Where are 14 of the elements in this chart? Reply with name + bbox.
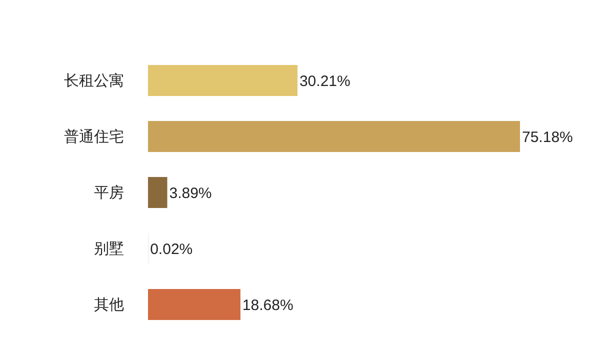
y-tick-label: 平房 [94, 183, 124, 202]
bar [148, 177, 168, 208]
data-label: 0.02% [150, 240, 193, 258]
y-tick-label: 长租公寓 [64, 71, 124, 90]
data-label: 18.68% [242, 296, 294, 314]
data-label: 75.18% [522, 128, 573, 146]
bar [148, 65, 298, 96]
y-tick-label: 普通住宅 [64, 127, 124, 146]
data-label: 30.21% [299, 72, 350, 90]
y-tick-label: 其他 [94, 295, 124, 314]
bar [148, 121, 520, 152]
data-label: 3.89% [169, 184, 212, 202]
bar [148, 289, 240, 320]
y-tick-label: 别墅 [94, 239, 124, 258]
